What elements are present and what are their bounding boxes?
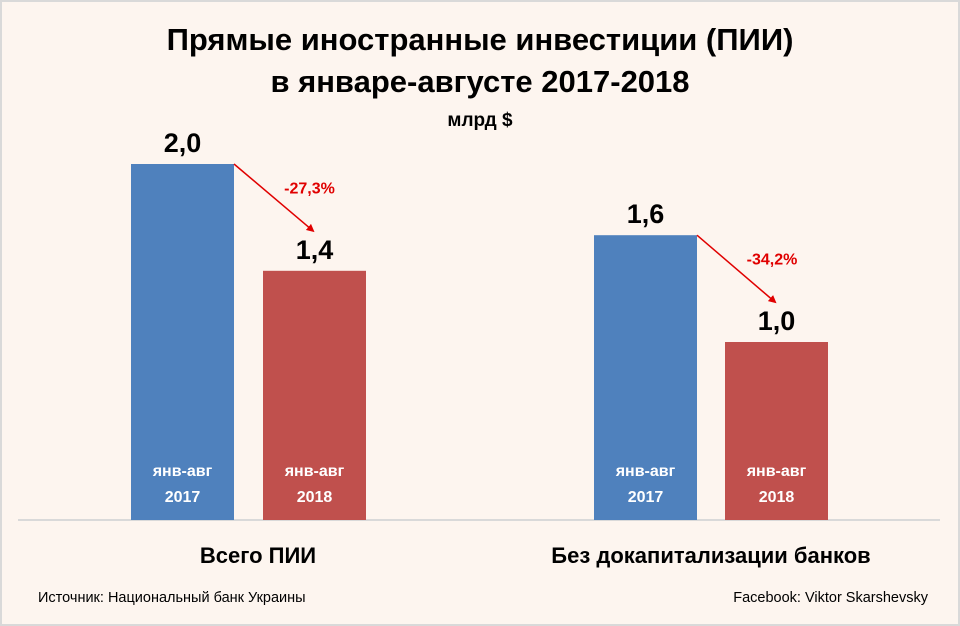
bar-year-label: 2017	[165, 489, 201, 506]
credit-note: Facebook: Viktor Skarshevsky	[733, 590, 929, 606]
bar-year-label: 2018	[759, 489, 795, 506]
bar-2017-0	[131, 164, 234, 520]
change-arrow	[233, 163, 315, 233]
bar-year-label: 2018	[297, 489, 333, 506]
change-label: -27,3%	[284, 180, 335, 197]
change-label: -34,2%	[747, 252, 798, 269]
data-label: 1,6	[627, 199, 665, 229]
data-label: 1,0	[758, 306, 796, 336]
category-label-no-banks: Без докапитализации банков	[551, 543, 870, 568]
bar-2017-1	[594, 235, 697, 520]
bar-period-label: янв-авг	[152, 463, 213, 480]
data-label: 1,4	[296, 235, 334, 265]
data-label: 2,0	[164, 128, 202, 158]
change-arrow	[696, 234, 777, 304]
bar-2018-0	[263, 270, 366, 520]
category-label-total: Всего ПИИ	[200, 543, 316, 568]
chart-title: Прямые иностранные инвестиции (ПИИ)	[167, 22, 794, 57]
bar-period-label: янв-авг	[284, 463, 345, 480]
chart-unit: млрд $	[447, 110, 513, 131]
bar-2018-1	[725, 342, 828, 520]
bar-year-label: 2017	[628, 489, 664, 506]
source-note: Источник: Национальный банк Украины	[38, 590, 306, 606]
bar-period-label: янв-авг	[615, 463, 676, 480]
chart-subtitle: в январе-августе 2017-2018	[270, 64, 689, 99]
bar-period-label: янв-авг	[746, 463, 807, 480]
